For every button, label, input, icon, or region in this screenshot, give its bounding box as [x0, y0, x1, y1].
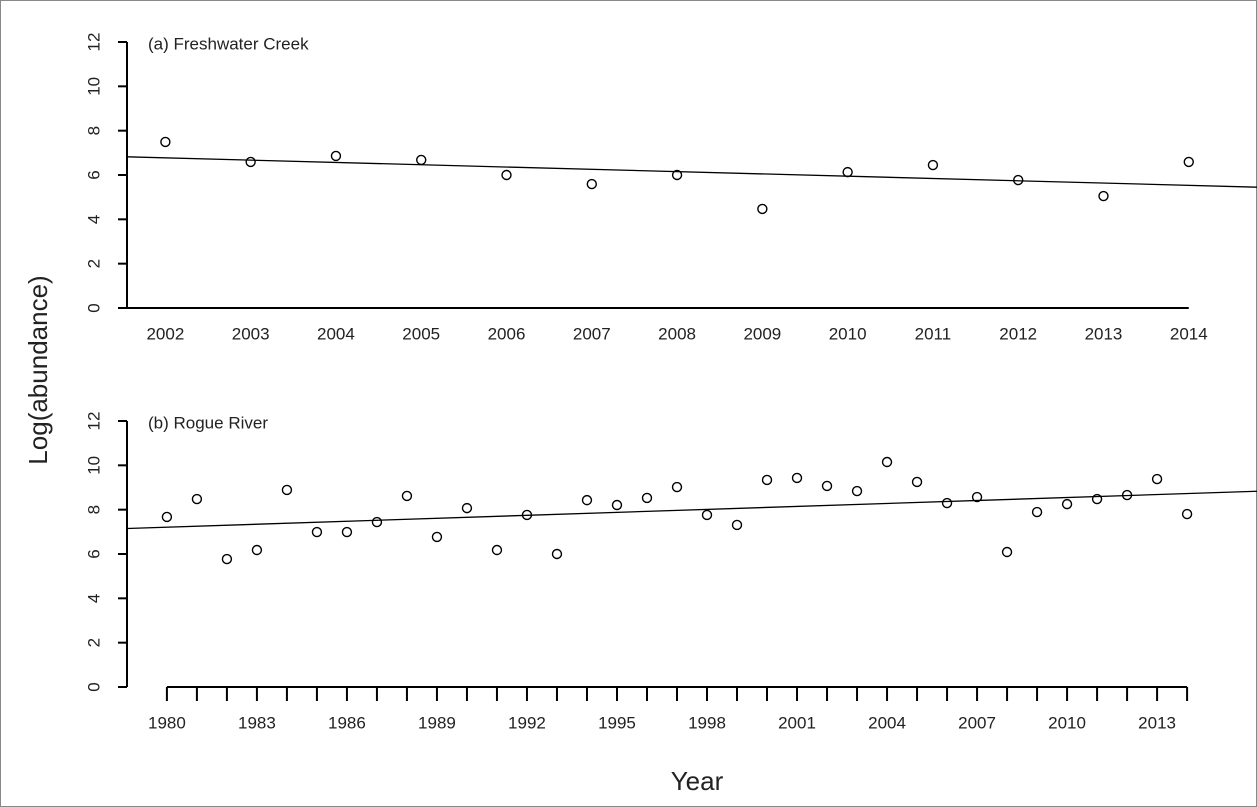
panel-title: (b) Rogue River: [148, 413, 268, 432]
x-tick-label: 2004: [868, 713, 906, 732]
point: [341, 526, 353, 538]
y-tick-label: 6: [84, 170, 103, 179]
point: [911, 476, 923, 488]
point: [1098, 190, 1109, 202]
y-tick-label: 8: [84, 126, 103, 135]
x-tick-label: 2002: [146, 324, 184, 343]
y-tick-label: 2: [84, 259, 103, 268]
point: [941, 497, 953, 509]
point: [416, 154, 427, 166]
x-tick-label: 2014: [1170, 324, 1208, 343]
point: [1013, 174, 1024, 186]
x-tick-label: 2010: [1048, 713, 1086, 732]
x-tick-label: 2007: [958, 713, 996, 732]
y-tick-label: 4: [84, 594, 103, 603]
x-tick-label: 2008: [658, 324, 696, 343]
y-tick-label: 0: [84, 303, 103, 312]
point: [731, 519, 743, 531]
x-tick-label: 1989: [418, 713, 456, 732]
x-tick-label: 2005: [402, 324, 440, 343]
point: [1121, 489, 1133, 501]
point: [551, 548, 563, 560]
point: [971, 491, 983, 503]
point: [1001, 546, 1013, 558]
y-tick-label: 0: [84, 682, 103, 691]
point: [641, 492, 653, 504]
x-tick-label: 2013: [1085, 324, 1123, 343]
point: [1151, 473, 1163, 485]
x-tick-label: 2009: [743, 324, 781, 343]
point: [821, 480, 833, 492]
y-tick-label: 4: [84, 215, 103, 224]
point: [311, 526, 323, 538]
point: [1181, 508, 1193, 520]
trend-line: [126, 490, 1257, 530]
y-tick-label: 10: [84, 456, 103, 475]
point: [281, 484, 293, 496]
point: [521, 509, 533, 521]
point: [701, 509, 713, 521]
point: [1031, 506, 1043, 518]
trend-line: [126, 156, 1257, 188]
x-tick-label: 2012: [999, 324, 1037, 343]
x-axis-label: Year: [671, 766, 724, 796]
point: [671, 169, 683, 181]
x-tick-label: 2011: [915, 324, 952, 343]
y-axis-label: Log(abundance): [23, 275, 53, 464]
point: [431, 531, 443, 543]
y-tick-label: 6: [84, 549, 103, 558]
x-tick-label: 1980: [148, 713, 186, 732]
point: [461, 502, 473, 514]
x-tick-label: 2001: [778, 713, 816, 732]
point: [1091, 493, 1103, 505]
point: [1183, 156, 1194, 168]
y-tick-label: 10: [84, 77, 103, 96]
point: [842, 166, 853, 178]
point: [851, 485, 863, 497]
x-tick-label: 2013: [1138, 713, 1176, 732]
x-tick-label: 2004: [317, 324, 355, 343]
point: [757, 203, 768, 215]
x-tick-label: 2010: [829, 324, 867, 343]
point: [401, 490, 413, 502]
point: [371, 516, 383, 528]
point: [791, 472, 803, 484]
point: [501, 169, 512, 181]
point: [251, 544, 263, 556]
point: [1061, 498, 1073, 510]
point: [221, 553, 233, 565]
point: [761, 474, 773, 486]
x-tick-label: 1998: [688, 713, 726, 732]
point: [161, 511, 173, 523]
point: [671, 481, 683, 493]
x-tick-label: 1986: [328, 713, 366, 732]
point: [586, 178, 597, 190]
x-tick-label: 2006: [488, 324, 526, 343]
x-tick-label: 1992: [508, 713, 546, 732]
y-tick-label: 2: [84, 638, 103, 647]
point: [491, 544, 503, 556]
x-tick-label: 1983: [238, 713, 276, 732]
panel-title: (a) Freshwater Creek: [148, 34, 309, 53]
point: [927, 159, 939, 171]
y-tick-label: 12: [84, 33, 103, 52]
point: [160, 136, 171, 148]
y-tick-label: 12: [84, 412, 103, 431]
point: [245, 156, 256, 168]
point: [611, 499, 623, 511]
point: [191, 493, 203, 505]
y-tick-label: 8: [84, 505, 103, 514]
x-tick-label: 2003: [232, 324, 270, 343]
x-tick-label: 1995: [598, 713, 636, 732]
point: [330, 150, 342, 162]
point: [881, 456, 893, 468]
x-tick-label: 2007: [573, 324, 611, 343]
point: [581, 494, 593, 506]
